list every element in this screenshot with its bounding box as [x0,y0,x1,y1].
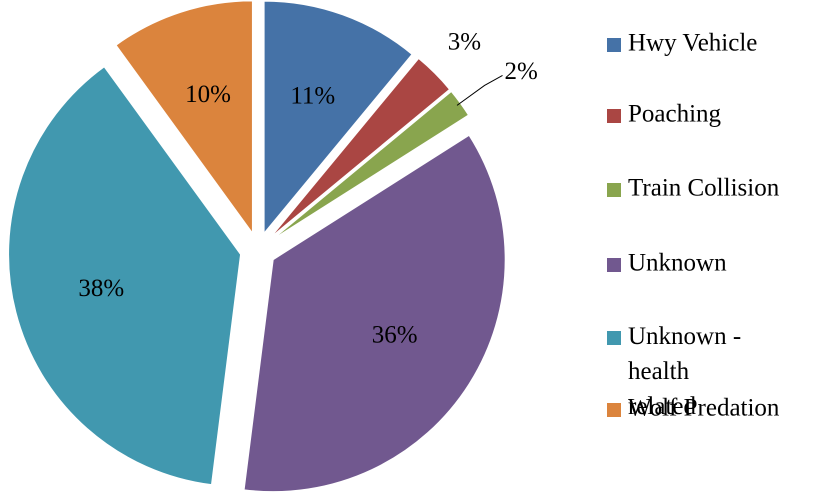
legend-marker [607,258,621,272]
legend-line: related [628,393,697,420]
pie-slice [115,0,253,235]
legend-line: health [628,358,690,385]
data-label: 2% [505,58,538,85]
legend-label: Poaching [628,101,722,128]
legend-marker [607,109,621,123]
data-label: 3% [448,28,481,55]
legend-label: Hwy Vehicle [628,30,757,57]
data-label: 36% [372,321,418,348]
pie-slice [263,0,413,235]
legend-marker [607,38,621,52]
data-label: 38% [78,275,124,302]
legend-marker [607,183,621,197]
legend-label: Wolf Predation [628,395,780,422]
legend-label: Unknown - health related [628,323,741,420]
leader-line [456,74,503,106]
data-label: 10% [185,81,231,108]
legend-line: Unknown - [628,323,741,350]
data-label: 11% [290,82,335,109]
pie-slice [8,66,242,486]
legend-marker [607,331,621,345]
legend-label: Train Collision [628,175,780,202]
legend-marker [607,403,621,417]
legend-label: Unknown [628,250,727,277]
pie-slice [270,57,451,238]
pie-slice [243,134,506,493]
